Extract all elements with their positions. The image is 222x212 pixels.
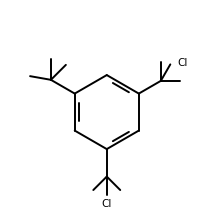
Text: Cl: Cl (178, 58, 188, 68)
Text: Cl: Cl (102, 199, 112, 209)
